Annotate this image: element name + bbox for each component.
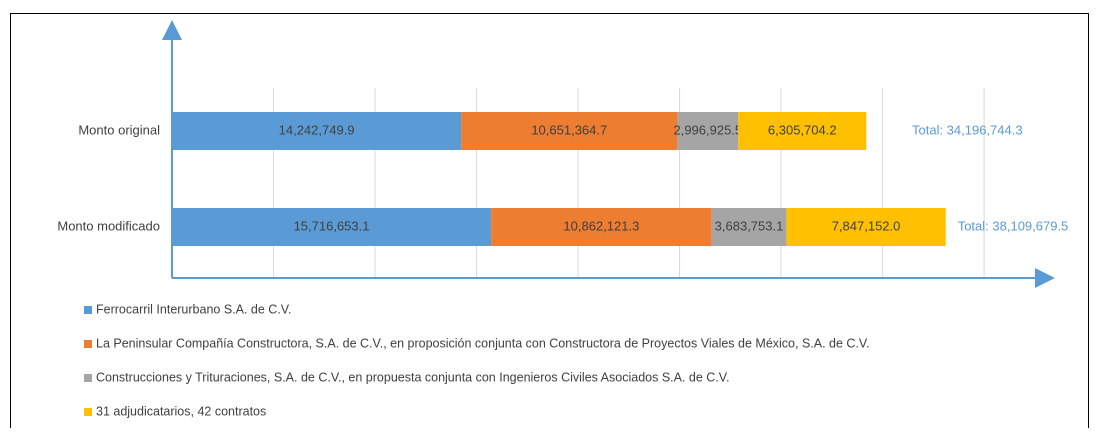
category-label: Monto original xyxy=(78,122,160,137)
legend-swatch xyxy=(84,374,92,382)
bar-segment xyxy=(172,112,462,150)
bar-segment xyxy=(738,112,867,150)
value-label: 3,683,753.1 xyxy=(715,218,784,233)
legend-swatch xyxy=(84,306,92,314)
legend-label: Ferrocarril Interurbano S.A. de C.V. xyxy=(96,302,291,316)
bar-segment xyxy=(461,112,678,150)
bar-segment xyxy=(786,208,946,246)
value-label: 10,862,121.3 xyxy=(563,218,639,233)
value-label: 15,716,653.1 xyxy=(294,218,370,233)
value-label: 2,996,925.5 xyxy=(673,122,742,137)
bar-segment xyxy=(172,208,492,246)
category-label: Monto modificado xyxy=(57,218,160,233)
total-label: Total: 34,196,744.3 xyxy=(912,122,1023,137)
bar-segment xyxy=(677,112,739,150)
value-label: 6,305,704.2 xyxy=(768,122,837,137)
legend-swatch xyxy=(84,340,92,348)
legend-swatch xyxy=(84,408,92,416)
bar-segment xyxy=(711,208,787,246)
legend-label: Construcciones y Trituraciones, S.A. de … xyxy=(96,370,729,384)
total-label: Total: 38,109,679.5 xyxy=(958,218,1069,233)
legend-label: La Peninsular Compañía Constructora, S.A… xyxy=(96,336,870,350)
value-label: 7,847,152.0 xyxy=(832,218,901,233)
value-label: 14,242,749.9 xyxy=(279,122,355,137)
frame xyxy=(10,13,1089,433)
bar-segment xyxy=(491,208,712,246)
legend-label: 31 adjudicatarios, 42 contratos xyxy=(96,404,266,418)
value-label: 10,651,364.7 xyxy=(531,122,607,137)
